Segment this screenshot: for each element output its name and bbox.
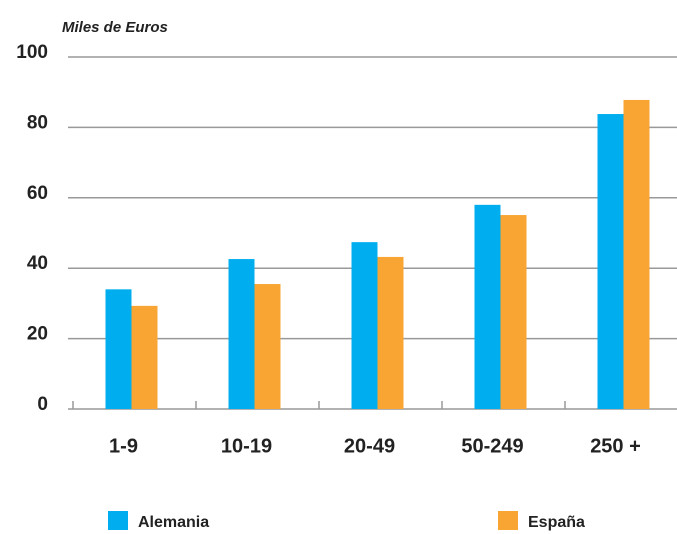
legend-swatch <box>498 511 518 530</box>
bar <box>474 204 501 409</box>
bar <box>351 242 378 409</box>
bar <box>105 289 132 409</box>
legend-swatch <box>108 511 128 530</box>
x-tick-label: 50-249 <box>461 435 523 457</box>
y-tick-label: 100 <box>16 42 48 63</box>
bar <box>377 256 404 409</box>
y-tick-label: 60 <box>27 183 48 204</box>
bar <box>254 284 281 409</box>
bar <box>228 259 255 409</box>
x-tick-label: 10-19 <box>221 435 272 457</box>
bar <box>623 99 650 409</box>
x-tick-label: 1-9 <box>109 435 138 457</box>
y-tick-label: 80 <box>27 112 48 133</box>
y-axis-label: Miles de Euros <box>62 19 168 36</box>
legend-label: España <box>528 514 585 531</box>
legend-label: Alemania <box>138 514 209 531</box>
y-tick-label: 0 <box>37 394 48 415</box>
x-tick-label: 20-49 <box>344 435 395 457</box>
x-tick-label: 250 + <box>590 435 641 457</box>
y-tick-label: 20 <box>27 324 48 345</box>
bar <box>500 215 527 409</box>
bar <box>597 114 624 410</box>
y-tick-label: 40 <box>27 253 48 274</box>
bar <box>131 305 158 409</box>
